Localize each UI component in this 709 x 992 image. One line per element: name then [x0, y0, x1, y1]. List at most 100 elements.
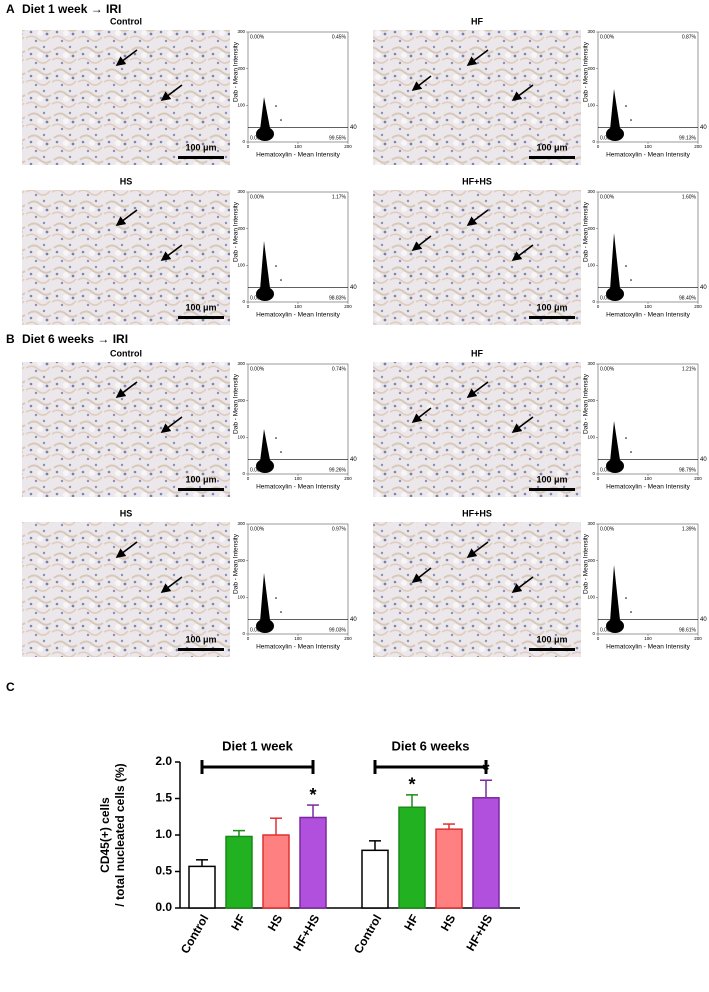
scatter-y-label: Dab - Mean Intensity: [583, 533, 590, 594]
y-tick-label: 1.0: [155, 827, 172, 841]
point-cloud: [256, 459, 274, 473]
bar: [262, 834, 290, 909]
x-tick-label: HF+HS: [463, 912, 495, 953]
scatter-y-label: Dab - Mean Intensity: [583, 41, 590, 102]
x-tick-label: 200: [344, 304, 352, 309]
micrograph: [373, 362, 581, 497]
x-tick-label: 100: [644, 144, 652, 149]
y-tick-label: 0: [592, 139, 595, 144]
point-cloud: [606, 619, 624, 633]
arrow: [411, 407, 432, 423]
point: [275, 437, 277, 439]
y-tick-label: 100: [237, 435, 245, 440]
y-tick-label: 0: [242, 471, 245, 476]
scale-bar-label: 100 μm: [536, 142, 567, 152]
x-tick-label: Control: [351, 912, 384, 956]
point-cloud: [260, 573, 270, 622]
x-tick-label: 0: [247, 636, 250, 641]
point: [630, 279, 632, 281]
quadrant-ul: 0.00%: [250, 526, 265, 532]
scale-bar: [178, 156, 224, 159]
arrow: [411, 567, 432, 583]
point: [280, 451, 282, 453]
quadrant-ur: 1.21%: [682, 366, 697, 372]
point-cloud: [256, 619, 274, 633]
panel-title: Diet 1 week → IRI: [22, 2, 121, 16]
arrow: [511, 576, 534, 593]
scale-bar-label: 100 μm: [185, 302, 216, 312]
micrograph: [22, 522, 230, 657]
scale-bar-label: 100 μm: [536, 474, 567, 484]
arrow: [115, 381, 138, 398]
x-tick-label: HS: [438, 912, 458, 933]
y-tick-label: 300: [587, 361, 595, 366]
threshold-label: 40: [700, 617, 707, 623]
image-title: HS: [120, 176, 133, 186]
scale-bar: [529, 156, 575, 159]
quadrant-ll: 0.00%: [600, 627, 615, 633]
quadrant-ll: 0.00%: [250, 295, 265, 301]
quadrant-ll: 0.00%: [250, 467, 265, 473]
point-cloud: [606, 459, 624, 473]
arrow: [115, 49, 138, 66]
quadrant-lr: 98.40%: [679, 295, 697, 301]
quadrant-ul: 0.00%: [600, 526, 615, 532]
image-title: HF: [471, 16, 483, 26]
arrow: [411, 235, 432, 251]
x-tick-label: 200: [344, 144, 352, 149]
scale-bar-label: 100 μm: [536, 634, 567, 644]
point-cloud: [606, 127, 624, 141]
quadrant-lr: 99.26%: [329, 467, 347, 473]
quadrant-ul: 0.00%: [600, 34, 615, 40]
x-tick-label: 100: [294, 636, 302, 641]
y-tick-label: 200: [587, 226, 595, 231]
scale-bar-label: 100 μm: [536, 302, 567, 312]
x-tick-label: 200: [694, 476, 702, 481]
y-tick-label: 300: [587, 521, 595, 526]
y-tick-label: 200: [237, 66, 245, 71]
y-tick-label: 0: [242, 631, 245, 636]
arrow: [160, 84, 183, 101]
x-tick-label: 200: [694, 144, 702, 149]
point: [625, 597, 627, 599]
quadrant-ur: 0.97%: [332, 526, 347, 532]
quadrant-ur: 1.17%: [332, 194, 347, 200]
y-tick-label: 200: [587, 398, 595, 403]
scatter-x-label: Hematoxylin - Mean Intensity: [606, 152, 691, 159]
scatter-x-label: Hematoxylin - Mean Intensity: [256, 484, 341, 491]
significance: *: [482, 760, 489, 780]
scale-bar: [529, 316, 575, 319]
arrow: [466, 49, 489, 66]
x-tick-label: 0: [247, 144, 250, 149]
quadrant-ll: 0.00%: [600, 295, 615, 301]
group-label: Diet 6 weeks: [391, 738, 469, 753]
x-tick-label: 100: [294, 144, 302, 149]
panel-label: C: [6, 680, 15, 694]
x-tick-label: 0: [247, 304, 250, 309]
scatter-y-label: Dab - Mean Intensity: [583, 201, 590, 262]
y-tick-label: 0.0: [155, 900, 172, 914]
arrow: [411, 75, 432, 91]
y-tick-label: 200: [587, 66, 595, 71]
y-tick-label: 300: [237, 189, 245, 194]
bar: [435, 828, 463, 909]
x-tick-label: 100: [644, 476, 652, 481]
y-axis-label: / total nucleated cells (%): [113, 763, 127, 906]
point: [630, 119, 632, 121]
quadrant-lr: 99.13%: [679, 135, 697, 141]
quadrant-ll: 0.00%: [600, 467, 615, 473]
quadrant-ll: 0.00%: [600, 135, 615, 141]
bar: [398, 806, 426, 909]
x-tick-label: 100: [294, 476, 302, 481]
micrograph: [373, 30, 581, 165]
arrow: [115, 209, 138, 226]
point-cloud: [610, 421, 620, 462]
quadrant-ur: 1.39%: [682, 526, 697, 532]
arrow: [466, 209, 489, 226]
point: [630, 451, 632, 453]
point-cloud: [256, 287, 274, 301]
y-tick-label: 0: [592, 471, 595, 476]
y-tick-label: 0: [242, 299, 245, 304]
quadrant-ur: 0.45%: [332, 34, 347, 40]
scatter-y-label: Dab - Mean Intensity: [233, 201, 240, 262]
